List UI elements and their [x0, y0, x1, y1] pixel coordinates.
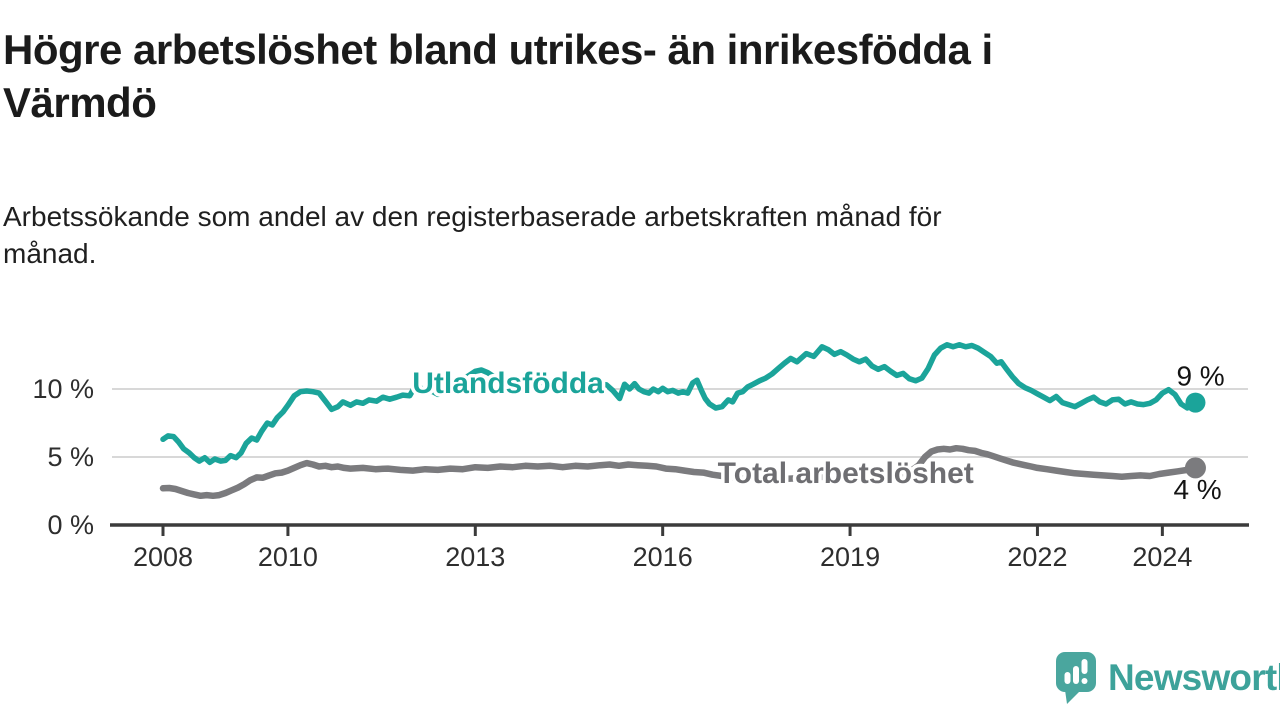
y-tick-label-5: 5 % — [47, 442, 94, 472]
speech-bubble-bar-chart-icon — [1056, 652, 1096, 704]
page-title: Högre arbetslöshet bland utrikes- än inr… — [3, 26, 993, 126]
x-tick-label-2022: 2022 — [1007, 542, 1067, 572]
end-dot-total-arbetsloshet — [1184, 457, 1206, 479]
x-tick-label-2010: 2010 — [258, 542, 318, 572]
chart-subtitle: Arbetssökande som andel av den registerb… — [3, 201, 942, 270]
series-line-utlandsfodda — [160, 342, 1199, 466]
y-tick-label-0: 0 % — [47, 510, 94, 540]
end-value-label-utlandsfodda: 9 % — [1176, 361, 1224, 392]
y-tick-label-10: 10 % — [32, 374, 94, 404]
x-tick-label-2024: 2024 — [1132, 542, 1192, 572]
end-value-label-total-arbetsloshet: 4 % — [1173, 474, 1221, 505]
series-line-total-arbetsloshet — [159, 444, 1199, 500]
x-tick-label-2008: 2008 — [133, 542, 193, 572]
series-label-total-arbetsloshet: Total arbetslöshet — [718, 457, 974, 490]
end-dot-utlandsfodda — [1185, 392, 1206, 413]
x-tick-label-2016: 2016 — [633, 542, 693, 572]
x-tick-label-2013: 2013 — [445, 542, 505, 572]
series-label-utlandsfodda: Utlandsfödda — [412, 367, 604, 400]
x-tick-label-2019: 2019 — [820, 542, 880, 572]
newsworthy-logo: Newsworthy — [1056, 652, 1280, 704]
newsworthy-logo-text: Newsworthy — [1108, 657, 1280, 698]
